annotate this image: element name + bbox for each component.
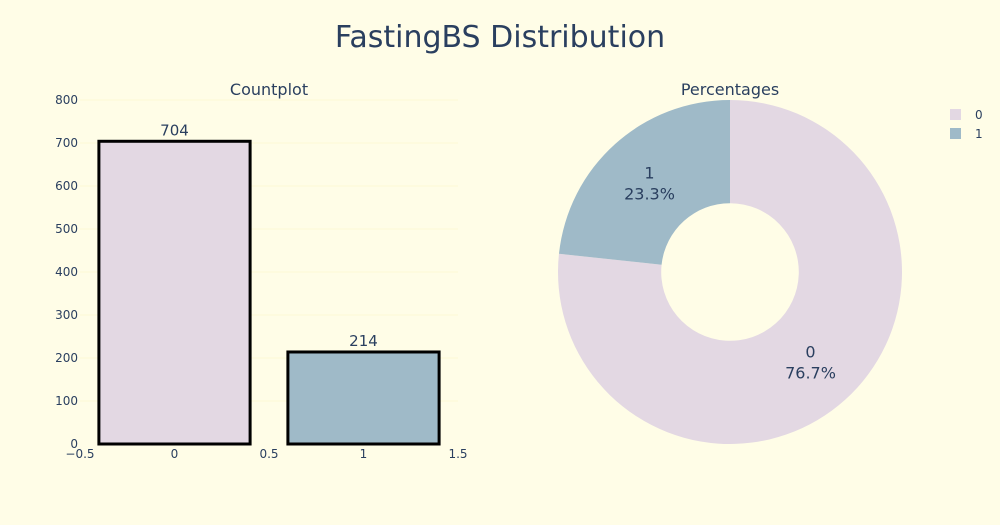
- slice-percent-0: 76.7%: [785, 364, 836, 383]
- legend-swatch-1[interactable]: [950, 128, 961, 139]
- x-tick-label: 0.5: [259, 447, 278, 461]
- figure-title: FastingBS Distribution: [335, 20, 665, 55]
- legend-label-1[interactable]: 1: [975, 127, 983, 141]
- bar-0[interactable]: [97, 139, 252, 446]
- y-tick-label: 500: [55, 222, 78, 236]
- legend-swatch-0[interactable]: [950, 109, 961, 120]
- percentages-slice-labels: 0 76.7% 1 23.3%: [624, 163, 836, 382]
- y-tick-label: 600: [55, 179, 78, 193]
- percentages-slices: [558, 100, 902, 444]
- countplot-y-ticks: 0 100 200 300 400 500 600 700 800: [55, 93, 78, 451]
- legend: 0 1: [950, 108, 983, 141]
- percentages-chart: Percentages 0 76.7% 1 23.3%: [558, 80, 902, 444]
- y-tick-label: 400: [55, 265, 78, 279]
- y-tick-label: 100: [55, 394, 78, 408]
- countplot-title: Countplot: [230, 80, 308, 99]
- y-tick-label: 300: [55, 308, 78, 322]
- countplot-chart: Countplot 0 100 200 300 400 500 600 700 800 −0.5…: [55, 80, 467, 461]
- legend-label-0[interactable]: 0: [975, 108, 983, 122]
- bar-value-label-0: 704: [160, 121, 189, 139]
- countplot-x-ticks: −0.5 0 0.5 1 1.5: [65, 447, 467, 461]
- bar-1[interactable]: [286, 350, 441, 446]
- percentages-title: Percentages: [681, 80, 779, 99]
- y-tick-label: 0: [70, 437, 78, 451]
- x-tick-label: 1: [360, 447, 368, 461]
- x-tick-label: 1.5: [448, 447, 467, 461]
- slice-label-1: 1: [644, 163, 654, 182]
- x-tick-label: 0: [171, 447, 179, 461]
- slice-percent-1: 23.3%: [624, 184, 675, 203]
- slice-1[interactable]: [558, 100, 730, 265]
- bar-value-label-1: 214: [349, 332, 378, 350]
- y-tick-label: 200: [55, 351, 78, 365]
- countplot-bars: 704 214: [97, 121, 441, 446]
- slice-label-0: 0: [805, 343, 815, 362]
- y-tick-label: 700: [55, 136, 78, 150]
- y-tick-label: 800: [55, 93, 78, 107]
- x-tick-label: −0.5: [65, 447, 94, 461]
- slice-0[interactable]: [558, 100, 902, 444]
